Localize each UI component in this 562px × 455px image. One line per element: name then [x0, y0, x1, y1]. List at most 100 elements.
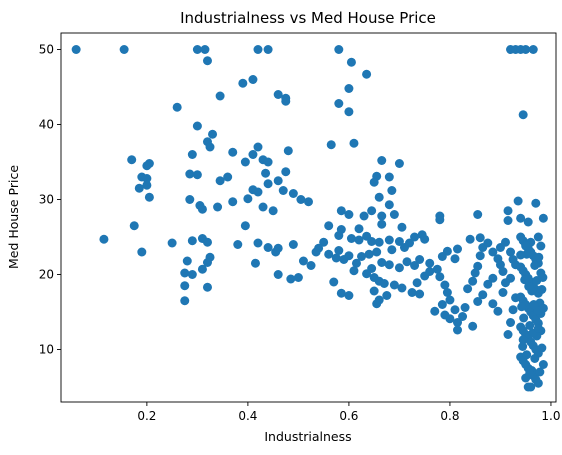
- x-tick-label: 0.6: [339, 409, 358, 423]
- data-point: [518, 342, 528, 351]
- data-point: [202, 258, 212, 267]
- data-point: [389, 280, 399, 290]
- data-point: [526, 382, 536, 392]
- x-tick-label: 0.4: [238, 409, 257, 423]
- data-point: [228, 147, 238, 157]
- data-point: [263, 179, 273, 189]
- data-point: [530, 354, 540, 363]
- data-point: [435, 272, 445, 282]
- data-point: [180, 281, 190, 291]
- data-point: [517, 302, 527, 312]
- data-point: [263, 243, 273, 252]
- data-point: [440, 280, 450, 290]
- data-point: [530, 261, 540, 270]
- data-point: [137, 247, 147, 257]
- data-point: [442, 288, 452, 297]
- data-point: [516, 250, 526, 260]
- data-point: [470, 268, 480, 278]
- plot-frame: [60, 32, 557, 403]
- data-point: [503, 330, 513, 339]
- data-point: [311, 247, 321, 257]
- data-point: [273, 176, 283, 186]
- data-point: [430, 306, 440, 316]
- data-point: [180, 296, 190, 306]
- data-point: [538, 213, 548, 223]
- data-point: [253, 142, 263, 152]
- data-point: [142, 161, 152, 171]
- data-point: [523, 217, 533, 227]
- data-point: [172, 102, 182, 112]
- data-point: [410, 261, 420, 270]
- data-point: [425, 258, 435, 268]
- data-point: [521, 241, 531, 251]
- y-ticks: 10 20 30 40 50: [39, 43, 61, 357]
- data-point: [215, 91, 225, 101]
- data-point: [473, 297, 483, 306]
- data-point: [306, 261, 316, 270]
- data-point: [500, 278, 510, 288]
- data-point: [197, 264, 207, 274]
- data-point: [488, 299, 498, 309]
- data-point: [425, 267, 435, 276]
- data-point: [478, 290, 488, 300]
- data-point: [344, 291, 354, 300]
- data-point: [354, 224, 364, 234]
- data-point: [288, 189, 298, 198]
- data-point: [407, 288, 417, 297]
- data-point: [240, 157, 250, 167]
- x-tick-label: 0.8: [440, 409, 459, 423]
- data-point: [463, 284, 473, 294]
- data-point: [377, 211, 387, 221]
- y-tick-label: 30: [39, 193, 54, 207]
- data-point: [508, 305, 518, 315]
- data-point: [538, 360, 548, 369]
- data-point: [520, 275, 530, 285]
- data-point: [192, 45, 202, 54]
- data-point: [521, 45, 531, 54]
- data-point: [192, 121, 202, 131]
- data-point: [344, 107, 354, 117]
- data-point: [412, 278, 422, 288]
- data-point: [475, 251, 485, 261]
- data-point: [533, 324, 543, 333]
- data-point: [354, 235, 364, 245]
- y-tick-label: 10: [39, 343, 54, 357]
- data-point: [506, 318, 516, 327]
- data-point: [187, 150, 197, 159]
- data-point: [349, 138, 359, 148]
- data-point: [450, 305, 460, 315]
- data-point: [516, 213, 526, 223]
- data-point: [367, 237, 377, 246]
- data-point: [329, 277, 339, 287]
- data-point: [200, 45, 210, 54]
- data-point: [415, 255, 425, 264]
- data-point: [374, 192, 384, 202]
- data-point: [261, 168, 271, 178]
- data-point: [351, 258, 361, 268]
- data-point: [402, 257, 412, 267]
- data-point: [228, 197, 238, 207]
- y-tick-label: 50: [39, 43, 54, 57]
- data-point: [298, 256, 308, 266]
- data-point: [304, 197, 313, 207]
- data-point: [498, 267, 508, 276]
- data-point: [233, 240, 243, 249]
- data-point: [538, 303, 548, 313]
- data-point: [387, 186, 397, 195]
- data-point: [281, 96, 291, 106]
- data-point: [537, 343, 547, 353]
- data-point: [202, 56, 212, 66]
- data-point: [483, 238, 493, 248]
- data-point: [445, 314, 455, 324]
- data-point: [202, 282, 212, 292]
- data-point: [372, 299, 382, 309]
- data-point: [488, 273, 498, 283]
- data-point: [473, 261, 483, 271]
- data-point: [344, 84, 354, 93]
- data-point: [384, 235, 394, 245]
- data-point: [182, 256, 192, 266]
- data-point: [435, 211, 445, 221]
- data-point: [519, 313, 529, 323]
- data-point: [250, 258, 260, 268]
- data-point: [525, 369, 535, 378]
